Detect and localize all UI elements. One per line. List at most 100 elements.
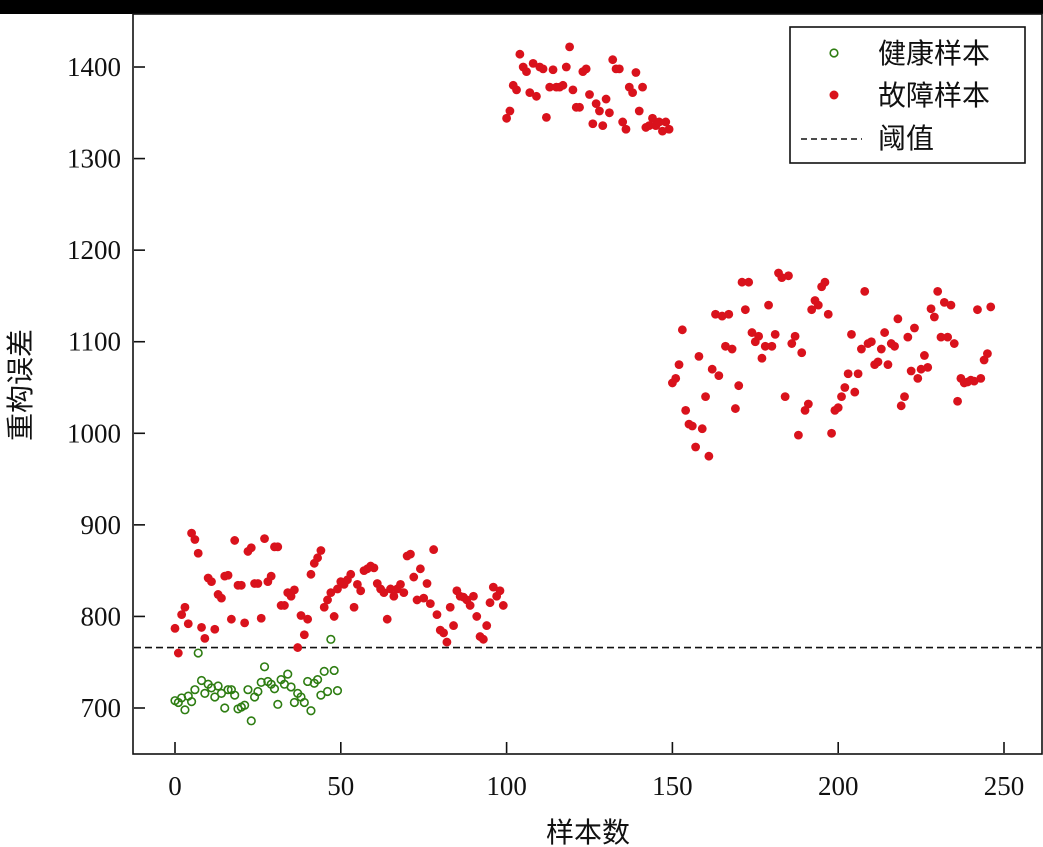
legend-label-fault: 故障样本 <box>878 79 990 112</box>
healthy-sample-point <box>273 699 283 709</box>
fault-sample-point <box>658 126 667 136</box>
fault-sample-point <box>425 599 435 609</box>
fault-sample-point <box>614 64 624 74</box>
fault-sample-point <box>714 371 724 381</box>
fault-sample-point <box>890 341 899 351</box>
fault-sample-point <box>697 424 707 434</box>
fault-sample-point <box>293 643 303 652</box>
fault-sample-point <box>561 62 571 72</box>
fault-sample-point <box>644 121 654 131</box>
healthy-sample-point <box>193 648 203 658</box>
top-black-bar <box>0 0 1043 14</box>
fault-sample-point <box>316 546 326 555</box>
fault-sample-point <box>532 91 541 101</box>
healthy-sample-point <box>220 703 230 713</box>
fault-sample-point <box>876 344 886 354</box>
healthy-sample-point <box>240 700 250 710</box>
fault-sample-point <box>449 621 458 630</box>
fault-sample-point <box>671 373 681 383</box>
fault-sample-point <box>399 588 409 598</box>
healthy-sample-point <box>289 697 299 708</box>
fault-sample-point <box>289 585 299 595</box>
fault-sample-point <box>432 610 442 619</box>
healthy-sample-point <box>329 665 339 676</box>
fault-sample-point <box>936 332 946 342</box>
fault-sample-point <box>711 309 720 319</box>
fault-sample-point <box>303 614 313 624</box>
fault-sample-point <box>545 82 555 92</box>
fault-sample-point <box>548 65 558 75</box>
fault-sample-point <box>200 634 210 643</box>
fault-sample-point <box>674 360 684 370</box>
healthy-sample-point <box>259 662 270 672</box>
fault-sample-point <box>280 601 289 610</box>
fault-sample-point <box>903 332 913 342</box>
fault-sample-point <box>737 277 747 287</box>
fault-sample-point <box>704 451 714 461</box>
fault-sample-point <box>913 373 923 383</box>
fault-sample-point <box>170 623 180 633</box>
fault-sample-point <box>933 286 943 296</box>
fault-sample-point <box>740 305 750 315</box>
fault-sample-point <box>266 571 276 581</box>
fault-sample-point <box>465 601 475 610</box>
fault-sample-point <box>843 369 853 379</box>
fault-sample-point <box>246 543 256 553</box>
x-tick-label: 250 <box>984 771 1025 801</box>
fault-sample-point <box>515 49 525 59</box>
y-axis-title: 重构误差 <box>4 329 37 441</box>
fault-sample-point <box>495 586 505 596</box>
fault-sample-point <box>419 593 429 603</box>
fault-sample-point <box>173 648 183 658</box>
fault-sample-point <box>333 584 342 594</box>
fault-sample-point <box>505 106 515 116</box>
fault-sample-point <box>193 548 203 558</box>
x-tick-label: 150 <box>652 771 693 801</box>
fault-sample-point <box>230 536 240 545</box>
fault-sample-point <box>654 117 664 127</box>
fault-sample-point <box>840 383 850 392</box>
fault-sample-point <box>847 329 856 339</box>
fault-sample-point <box>813 300 823 310</box>
fault-sample-point <box>568 85 578 95</box>
fault-sample-point <box>323 595 332 605</box>
fault-sample-point <box>528 58 538 68</box>
fault-sample-point <box>442 637 452 647</box>
fault-sample-point <box>396 579 405 589</box>
fault-sample-point <box>502 113 511 123</box>
healthy-sample-point <box>210 692 220 702</box>
fault-sample-point <box>777 273 787 283</box>
fault-sample-point <box>329 612 339 621</box>
fault-sample-point <box>677 325 687 335</box>
healthy-sample-point <box>216 688 227 698</box>
legend-box <box>789 26 1026 164</box>
fault-sample-point <box>386 584 395 594</box>
fault-sample-point <box>694 351 704 361</box>
fault-sample-point <box>764 300 773 310</box>
healthy-sample-point <box>180 705 190 715</box>
fault-sample-point <box>177 610 187 619</box>
fault-sample-point <box>939 297 949 307</box>
fault-sample-point <box>631 68 641 77</box>
legend: 健康样本 故障样本 阈值 <box>789 26 1026 164</box>
fault-sample-point <box>731 404 740 413</box>
fault-sample-point <box>439 628 448 638</box>
y-tick-label: 900 <box>81 510 122 540</box>
fault-sample-point <box>585 90 594 99</box>
fault-sample-point <box>180 602 190 612</box>
healthy-sample-point <box>319 666 329 676</box>
fault-sample-point <box>598 121 608 131</box>
healthy-sample-point <box>186 696 197 707</box>
y-tick-label: 700 <box>81 693 122 723</box>
y-tick-label: 1300 <box>67 144 121 174</box>
fault-sample-point <box>727 344 737 354</box>
fault-sample-point <box>691 442 701 452</box>
fault-sample-point <box>953 396 962 406</box>
fault-sample-point <box>707 364 717 374</box>
fault-sample-point <box>747 328 757 337</box>
healthy-sample-point <box>299 697 309 708</box>
fault-sample-point <box>634 106 644 116</box>
fault-sample-point <box>976 373 986 383</box>
fault-sample-point <box>973 305 982 315</box>
fault-sample-point <box>538 64 548 74</box>
